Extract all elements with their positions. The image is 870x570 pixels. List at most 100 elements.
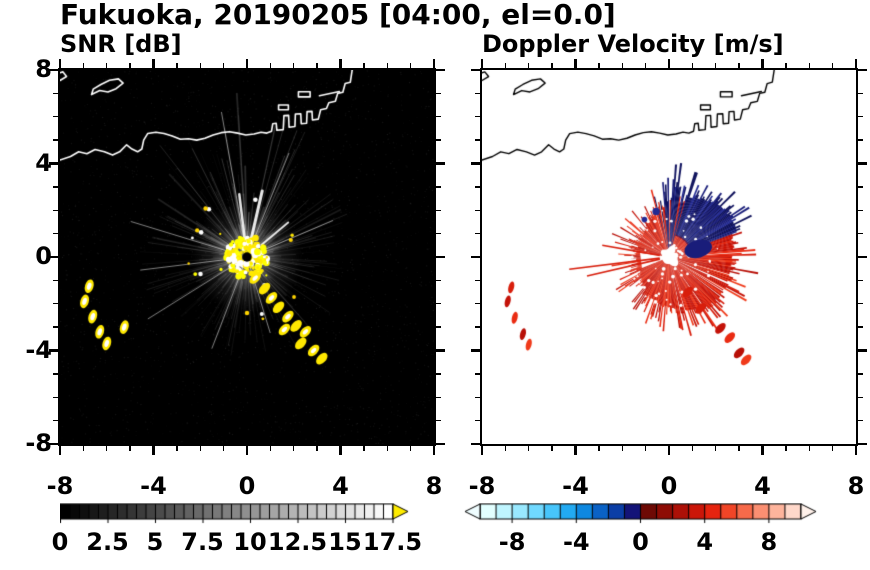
axis-tick bbox=[106, 446, 108, 451]
axis-tick bbox=[436, 326, 441, 328]
axis-tick bbox=[858, 232, 863, 235]
axis-tick bbox=[475, 373, 480, 375]
axis-tick bbox=[667, 446, 671, 455]
axis-tick bbox=[858, 396, 863, 398]
axis-tick bbox=[738, 63, 740, 68]
axis-tick bbox=[475, 396, 480, 398]
axis-tick bbox=[598, 446, 600, 451]
axis-tick bbox=[475, 116, 480, 118]
x-tick-label: 8 bbox=[847, 472, 865, 500]
doppler-panel-title: Doppler Velocity [m/s] bbox=[482, 30, 784, 58]
axis-tick bbox=[858, 326, 863, 328]
axis-tick bbox=[831, 63, 834, 68]
x-tick-label: -8 bbox=[468, 472, 496, 500]
axis-tick bbox=[808, 63, 810, 68]
axis-tick bbox=[436, 442, 445, 446]
axis-tick bbox=[528, 63, 530, 68]
y-tick-label: 0 bbox=[35, 242, 52, 270]
axis-tick bbox=[53, 326, 58, 328]
snr-colorbar-tick-label: 10 bbox=[233, 528, 267, 556]
axis-tick bbox=[53, 303, 58, 305]
axis-tick bbox=[504, 446, 507, 451]
axis-tick bbox=[316, 446, 318, 451]
figure-title: Fukuoka, 20190205 [04:00, el=0.0] bbox=[60, 0, 616, 31]
axis-tick bbox=[831, 446, 834, 451]
x-tick-label: 4 bbox=[754, 472, 771, 500]
axis-tick bbox=[858, 373, 863, 375]
y-tick-label: 4 bbox=[35, 148, 52, 177]
y-tick-label: 8 bbox=[35, 55, 52, 83]
axis-tick bbox=[82, 63, 85, 68]
snr-colorbar-tick-label: 5 bbox=[146, 528, 164, 556]
axis-tick bbox=[53, 139, 58, 141]
x-tick-label: -8 bbox=[46, 472, 74, 500]
axis-tick bbox=[858, 68, 867, 72]
snr-colorbar-tick-label: 17.5 bbox=[362, 528, 423, 556]
axis-tick bbox=[471, 68, 480, 72]
axis-tick bbox=[471, 162, 480, 165]
axis-tick bbox=[715, 63, 717, 68]
x-tick-label: 8 bbox=[425, 472, 443, 500]
axis-tick bbox=[436, 116, 441, 118]
x-tick-label: 4 bbox=[332, 472, 349, 500]
y-tick-label: -8 bbox=[25, 429, 52, 457]
axis-tick bbox=[808, 446, 810, 451]
doppler-colorbar-tick-label: -8 bbox=[498, 528, 526, 556]
snr-heatmap-canvas bbox=[60, 70, 434, 444]
axis-tick bbox=[386, 63, 388, 68]
axis-tick bbox=[436, 419, 441, 422]
doppler-colorbar-tick-label: 4 bbox=[696, 528, 714, 556]
axis-tick bbox=[222, 446, 225, 451]
axis-tick bbox=[858, 255, 867, 259]
axis-tick bbox=[475, 326, 480, 328]
axis-tick bbox=[339, 59, 342, 68]
axis-tick bbox=[176, 63, 178, 68]
axis-tick bbox=[471, 442, 480, 446]
axis-tick bbox=[551, 63, 553, 68]
doppler-colorbar-tick-label: 0 bbox=[632, 528, 649, 556]
axis-tick bbox=[644, 63, 647, 68]
axis-tick bbox=[386, 446, 388, 451]
axis-tick bbox=[339, 446, 342, 455]
axis-tick bbox=[858, 209, 863, 211]
axis-tick bbox=[152, 446, 155, 455]
axis-tick bbox=[53, 232, 58, 235]
snr-colorbar bbox=[60, 503, 412, 525]
axis-tick bbox=[129, 446, 131, 451]
axis-tick bbox=[436, 279, 441, 282]
axis-tick bbox=[49, 68, 58, 72]
axis-tick bbox=[691, 446, 694, 451]
axis-tick bbox=[269, 63, 272, 68]
axis-tick bbox=[53, 209, 58, 211]
axis-tick bbox=[222, 63, 225, 68]
axis-tick bbox=[58, 59, 62, 68]
axis-tick bbox=[691, 63, 694, 68]
axis-tick bbox=[316, 63, 318, 68]
axis-tick bbox=[53, 92, 58, 95]
x-tick-label: -4 bbox=[562, 472, 589, 500]
axis-tick bbox=[858, 186, 863, 188]
snr-colorbar-tick-label: 7.5 bbox=[181, 528, 224, 556]
axis-tick bbox=[199, 446, 201, 451]
axis-tick bbox=[858, 349, 867, 352]
axis-tick bbox=[471, 349, 480, 352]
axis-tick bbox=[475, 232, 480, 235]
doppler-heatmap-canvas bbox=[482, 70, 856, 444]
axis-tick bbox=[504, 63, 507, 68]
axis-tick bbox=[436, 139, 441, 141]
axis-tick bbox=[598, 63, 600, 68]
axis-tick bbox=[269, 446, 272, 451]
snr-panel-title: SNR [dB] bbox=[60, 30, 182, 58]
axis-tick bbox=[436, 232, 441, 235]
axis-tick bbox=[436, 209, 441, 211]
axis-tick bbox=[49, 442, 58, 446]
axis-tick bbox=[106, 63, 108, 68]
y-tick-label: -4 bbox=[25, 335, 52, 364]
axis-tick bbox=[432, 446, 436, 455]
axis-tick bbox=[53, 373, 58, 375]
axis-tick bbox=[129, 63, 131, 68]
axis-tick bbox=[53, 116, 58, 118]
axis-tick bbox=[551, 446, 553, 451]
axis-tick bbox=[528, 446, 530, 451]
axis-tick bbox=[715, 446, 717, 451]
